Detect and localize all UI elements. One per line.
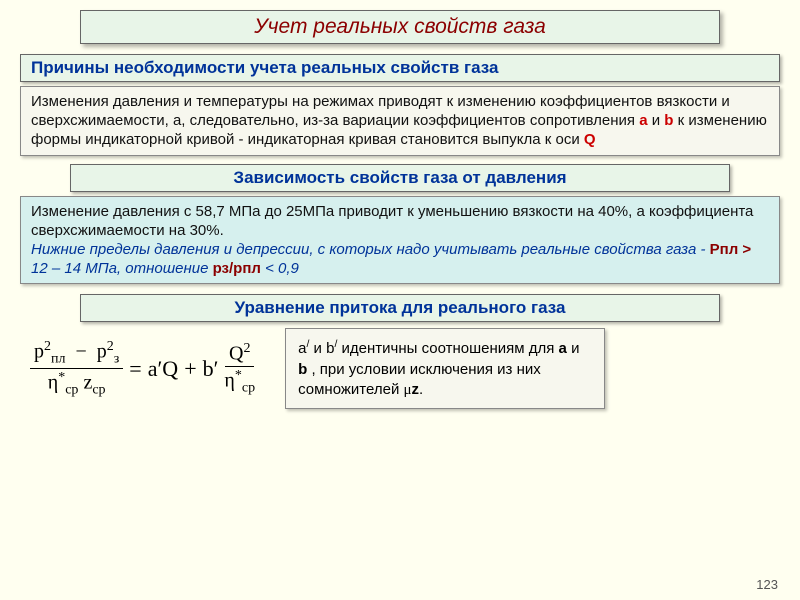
page-number: 123: [756, 577, 778, 592]
section2-body: Изменение давления с 58,7 МПа до 25МПа п…: [20, 196, 780, 285]
n-bold-a: a: [559, 340, 567, 357]
subcp2: ср: [92, 383, 105, 398]
section2-header: Зависимость свойств газа от давления: [70, 164, 730, 192]
sub-pl: пл: [51, 351, 65, 366]
eq-sign: =: [129, 356, 141, 382]
sub-z: з: [114, 351, 120, 366]
s2-l2mid: 12 – 14 МПа, отношение: [31, 260, 213, 277]
eq-rhs: Q2 η*ср: [224, 342, 255, 395]
s2-l1: Изменение давления с 58,7 МПа до 25МПа п…: [31, 203, 753, 239]
n-dot: .: [419, 381, 423, 398]
subcp1: ср: [65, 383, 78, 398]
n-rest1: идентичны соотношениям для: [342, 340, 559, 357]
s1-b: b: [664, 112, 673, 129]
equation-row: p2пл − p2з η*ср zср = a′Q + b′ Q2 η*ср a…: [20, 328, 780, 409]
section1-body: Изменения давления и температуры на режи…: [20, 86, 780, 156]
s2-rpl: Рпл >: [710, 241, 752, 258]
eta2: η: [224, 369, 234, 391]
eq-lhs: p2пл − p2з η*ср zср: [30, 340, 123, 398]
n-z: z: [412, 381, 420, 398]
slide-title: Учет реальных свойств газа: [80, 10, 720, 44]
section1-header: Причины необходимости учета реальных сво…: [20, 54, 780, 82]
n-mu: μ: [404, 382, 412, 398]
p2: p: [97, 340, 107, 362]
z1: z: [83, 372, 92, 394]
s1-pre: Изменения давления и температуры на режи…: [31, 93, 730, 129]
eq-a: a′Q: [148, 356, 178, 382]
s1-a: a: [639, 112, 647, 129]
s2-l2pre: Нижние пределы давления и депрессии, с к…: [31, 241, 710, 258]
s1-mid1: и: [652, 112, 665, 129]
q2: Q: [229, 343, 243, 365]
equation-note: a/ и b/ идентичны соотношениям для a и b…: [285, 328, 605, 409]
eta1: η: [48, 372, 58, 394]
section3-header: Уравнение притока для реального газа: [80, 294, 720, 322]
n-and2: и: [571, 340, 579, 357]
equation: p2пл − p2з η*ср zср = a′Q + b′ Q2 η*ср: [20, 328, 255, 409]
s1-q: Q: [584, 131, 596, 148]
s2-l2end: < 0,9: [265, 260, 299, 277]
eq-plus: +: [184, 356, 196, 382]
s2-ratio: рз/рпл: [213, 260, 261, 277]
p1: p: [34, 340, 44, 362]
n-bold-b: b: [298, 361, 307, 378]
subcp3: ср: [242, 380, 255, 395]
n-and1: и b: [314, 340, 335, 357]
eq-b: b′: [203, 356, 219, 382]
